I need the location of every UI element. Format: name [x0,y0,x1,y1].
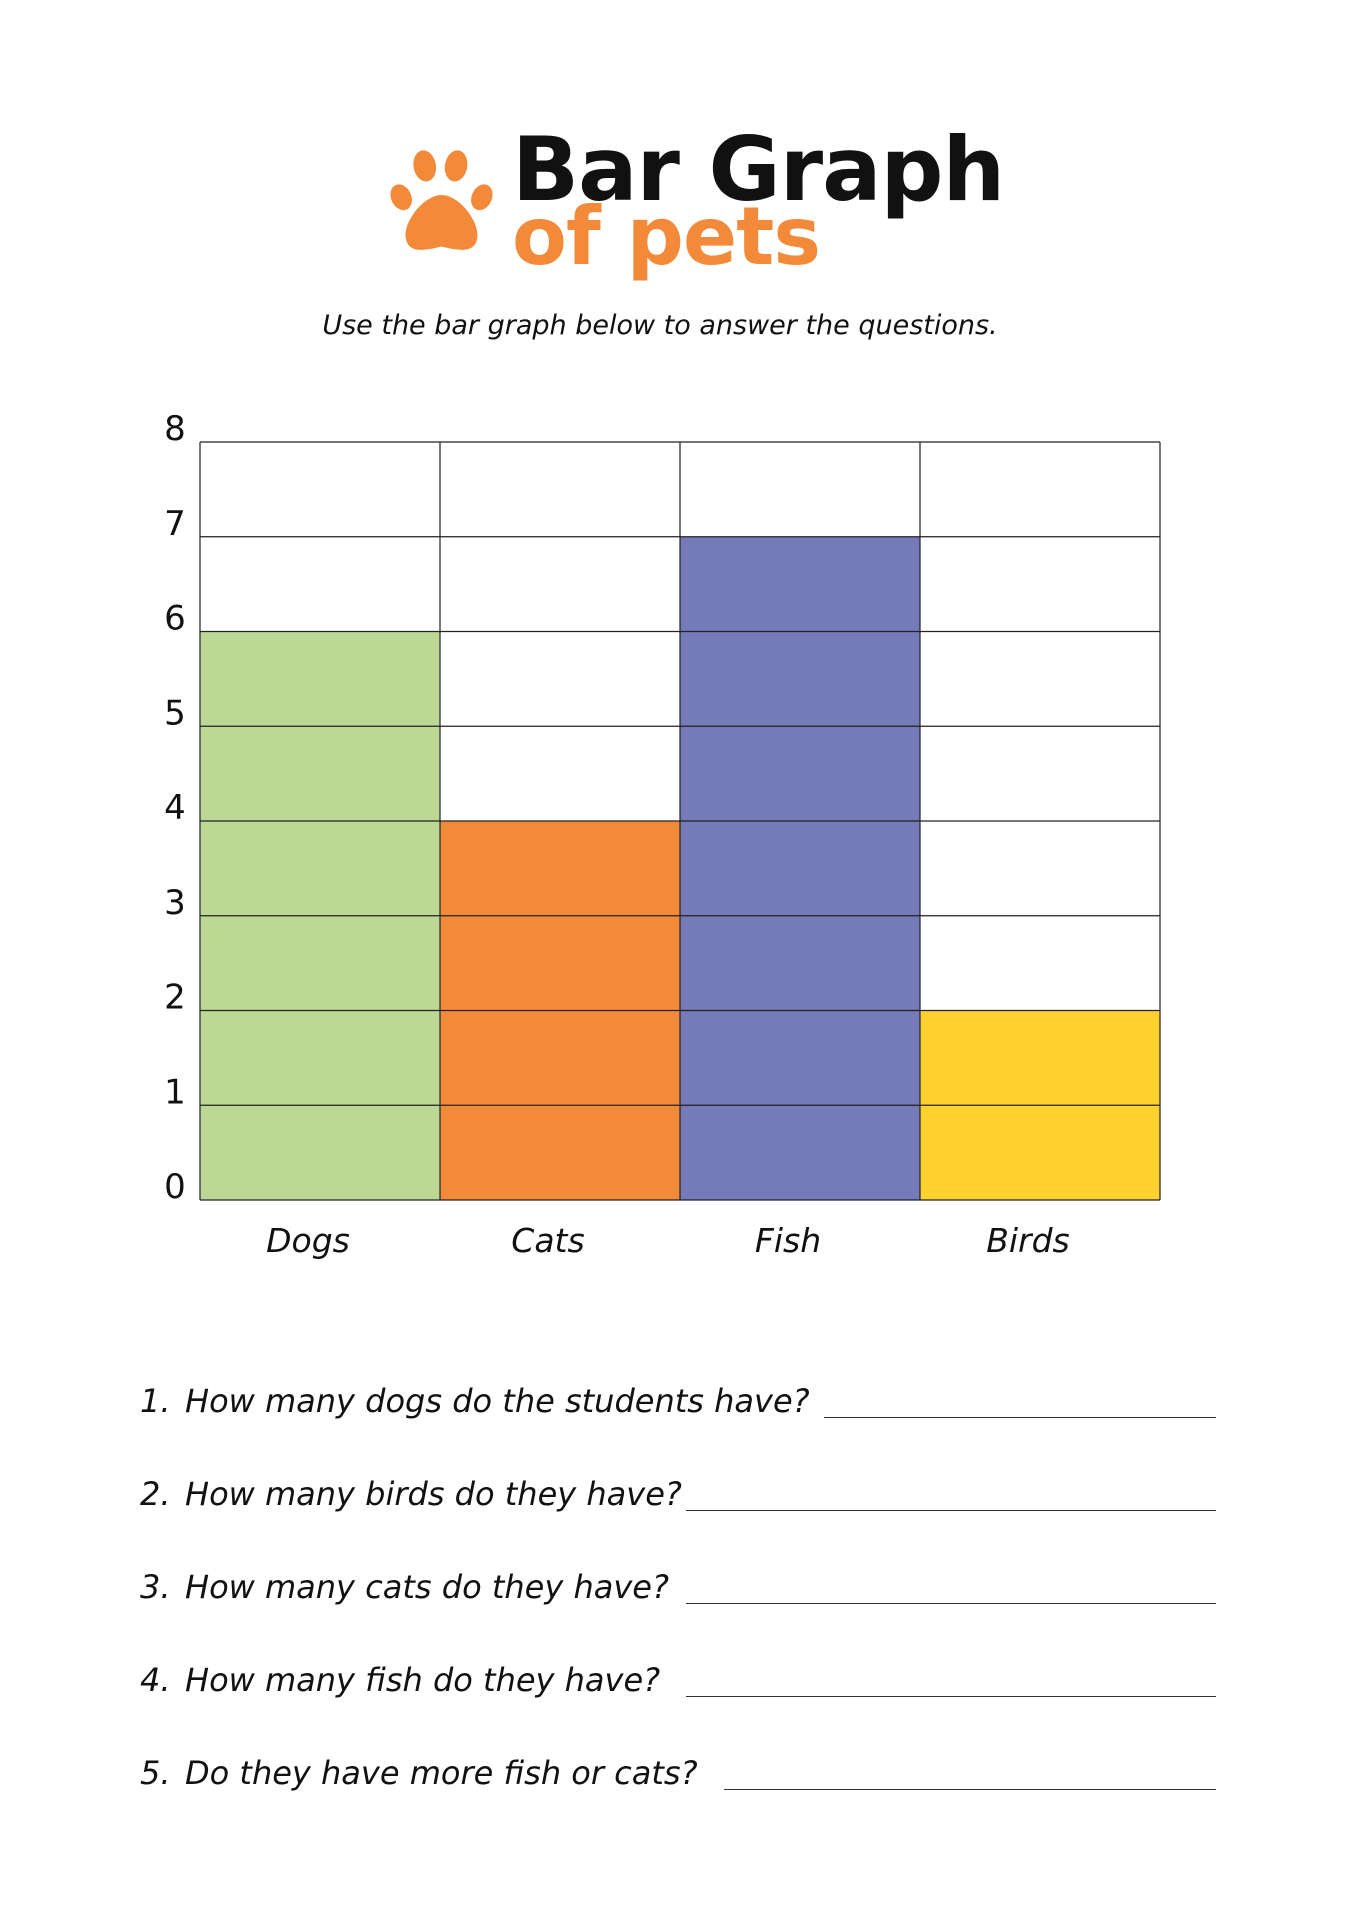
x-category-label-birds: Birds [986,1221,1070,1260]
question-text: How many fish do they have? [185,1661,661,1699]
y-tick-label: 6 [164,599,186,639]
y-tick-label: 0 [164,1167,186,1207]
answer-line-2[interactable] [686,1510,1216,1511]
question-number: 2. [140,1475,171,1513]
question-number: 1. [140,1382,171,1420]
grid-layer [199,441,1161,1201]
bar-chart: 0 1 2 3 4 5 6 7 8 Dogs Cats Fish Birds [164,409,1161,1260]
y-tick-label: 3 [164,883,186,923]
question-text: Do they have more fish or cats? [185,1754,698,1792]
x-category-label-fish: Fish [755,1221,821,1260]
answer-line-1[interactable] [824,1417,1216,1418]
instructions-text: Use the bar graph below to answer the qu… [322,310,998,341]
y-axis-ticks: 0 1 2 3 4 5 6 7 8 [164,409,186,1207]
y-tick-label: 5 [164,693,186,733]
answer-line-4[interactable] [686,1696,1216,1697]
worksheet-header: Bar Graph of pets Use the bar graph belo… [0,0,1350,360]
x-axis-categories: Dogs Cats Fish Birds [266,1221,1070,1260]
question-number: 3. [140,1568,171,1606]
y-tick-label: 7 [164,504,186,544]
question-number: 4. [140,1661,171,1699]
question-text: How many dogs do the students have? [185,1382,810,1420]
answer-line-5[interactable] [724,1789,1216,1790]
title-sub: of pets [512,190,821,283]
question-text: How many birds do they have? [185,1475,682,1513]
question-1: 1. How many dogs do the students have? [140,1370,810,1420]
x-category-label-dogs: Dogs [266,1221,350,1260]
answer-line-3[interactable] [686,1603,1216,1604]
question-number: 5. [140,1754,171,1792]
paw-print-icon [390,150,493,250]
x-category-label-cats: Cats [511,1221,584,1260]
question-2: 2. How many birds do they have? [140,1463,682,1513]
y-tick-label: 8 [164,409,186,449]
y-tick-label: 1 [164,1072,186,1112]
question-5: 5. Do they have more fish or cats? [140,1742,698,1792]
bar-fish [680,536,920,1200]
questions-section: 1. How many dogs do the students have? 2… [0,1370,1350,1820]
y-tick-label: 2 [164,978,186,1018]
y-tick-label: 4 [164,788,186,828]
question-3: 3. How many cats do they have? [140,1556,669,1606]
question-text: How many cats do they have? [185,1568,669,1606]
question-4: 4. How many fish do they have? [140,1649,660,1699]
title-main: Bar Graph [512,118,1005,221]
